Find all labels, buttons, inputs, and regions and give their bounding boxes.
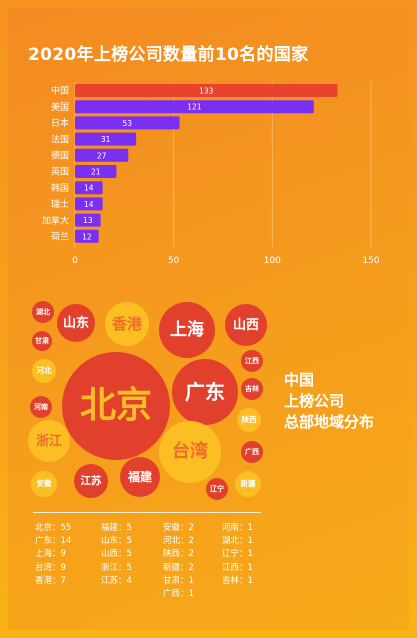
bubble: 广西: [241, 441, 263, 463]
legend-item: 台湾：9: [35, 562, 66, 573]
category-label: 法国: [51, 133, 69, 145]
data-label: 14: [84, 200, 94, 209]
legend-item: 河北：2: [163, 536, 194, 547]
bubble: 辽宁: [206, 478, 228, 500]
legend-column: 安徽：2 河北：2 陕西：2 新疆：2 甘肃：1 广西：1: [163, 522, 194, 601]
data-label: 31: [101, 135, 111, 144]
bar: [75, 213, 101, 227]
legend-item: 上海：9: [35, 549, 66, 560]
legend-item: 广东：14: [35, 536, 72, 547]
category-label: 加拿大: [42, 214, 69, 226]
bubble: 福建: [120, 457, 160, 497]
bar-chart: 中国 133 美国 121 日本 53 法国 31 德国 27 英国 21 韩国 14 瑞士 14 加拿大 13 荷…: [42, 82, 380, 266]
legend-item: 浙江：5: [101, 562, 132, 573]
bubble-chart-title: 中国 上榜公司 总部地域分布: [284, 370, 374, 433]
bubble-title-line: 中国: [284, 371, 315, 389]
bar: [75, 116, 180, 130]
legend-divider: [33, 512, 261, 513]
bar: [75, 197, 103, 211]
bubble-title-line: 总部地域分布: [284, 413, 375, 431]
bubble: 湖北: [32, 301, 54, 323]
category-label: 韩国: [51, 182, 69, 194]
bubble: 北京: [62, 352, 170, 460]
category-label: 瑞士: [51, 198, 69, 210]
bubble: 上海: [159, 302, 215, 358]
data-label: 133: [199, 87, 214, 96]
data-label: 27: [97, 151, 107, 160]
legend-column: 北京：55 广东：14 上海：9 台湾：9 香港：7: [35, 522, 71, 588]
bubble: 河北: [32, 359, 56, 383]
tick-label: 50: [168, 256, 180, 266]
legend-item: 山东：5: [101, 536, 132, 547]
bubble: 吉林: [241, 378, 263, 400]
category-label: 英国: [51, 166, 69, 178]
legend-item: 甘肃：1: [163, 575, 194, 586]
bar: [75, 148, 129, 162]
bubble: 新疆: [235, 471, 261, 497]
category-label: 美国: [51, 101, 69, 113]
bubble-title-line: 上榜公司: [284, 392, 345, 410]
tick-label: 0: [72, 256, 78, 266]
data-label: 121: [187, 103, 202, 112]
bar: [75, 100, 314, 114]
data-label: 14: [84, 184, 94, 193]
data-label: 53: [123, 119, 133, 128]
legend-item: 北京：55: [35, 523, 72, 533]
bar: [75, 132, 137, 146]
bubble: 河南: [30, 396, 52, 418]
category-label: 中国: [51, 85, 69, 97]
bubble: 山西: [225, 304, 267, 346]
legend-item: 江苏：4: [101, 575, 132, 586]
bar: [75, 84, 338, 97]
legend-column: 福建：5 山东：5 山西：5 浙江：5 江苏：4: [101, 522, 132, 588]
category-label: 德国: [51, 150, 69, 162]
legend-item: 辽宁：1: [222, 549, 253, 560]
bubble: 江西: [241, 350, 263, 372]
legend-item: 陕西：2: [163, 549, 194, 560]
legend-item: 吉林：1: [222, 575, 253, 586]
legend-item: 广西：1: [163, 588, 194, 599]
category-label: 荷兰: [51, 231, 69, 243]
category-label: 日本: [51, 117, 69, 129]
bar: [75, 229, 99, 243]
bar: [75, 165, 117, 178]
bubble: 甘肃: [32, 331, 52, 351]
legend-item: 山西：5: [101, 549, 132, 560]
legend-item: 河南：1: [222, 523, 253, 533]
bubble: 陕西: [237, 408, 261, 432]
data-label: 13: [83, 216, 93, 225]
data-label: 21: [91, 168, 101, 177]
bubble: 广东: [172, 359, 238, 425]
legend-column: 河南：1 湖北：1 辽宁：1 江西：1 吉林：1: [222, 522, 253, 588]
bubble: 台湾: [159, 421, 221, 483]
tick-label: 150: [362, 256, 379, 266]
data-label: 12: [82, 232, 92, 241]
legend-item: 湖北：1: [222, 536, 253, 547]
bubble: 江苏: [74, 464, 108, 498]
legend-item: 安徽：2: [163, 523, 194, 533]
bubble: 浙江: [28, 420, 70, 462]
bar: [75, 181, 103, 195]
bar-chart-title: 2020年上榜公司数量前10名的国家: [28, 45, 309, 65]
bubble: 安徽: [31, 471, 57, 497]
legend-item: 福建：5: [101, 523, 132, 533]
legend-item: 新疆：2: [163, 562, 194, 573]
bubble: 山东: [57, 304, 95, 342]
tick-label: 100: [264, 256, 281, 266]
bubble: 香港: [105, 302, 149, 346]
legend-item: 香港：7: [35, 575, 66, 586]
legend-item: 江西：1: [222, 562, 253, 573]
